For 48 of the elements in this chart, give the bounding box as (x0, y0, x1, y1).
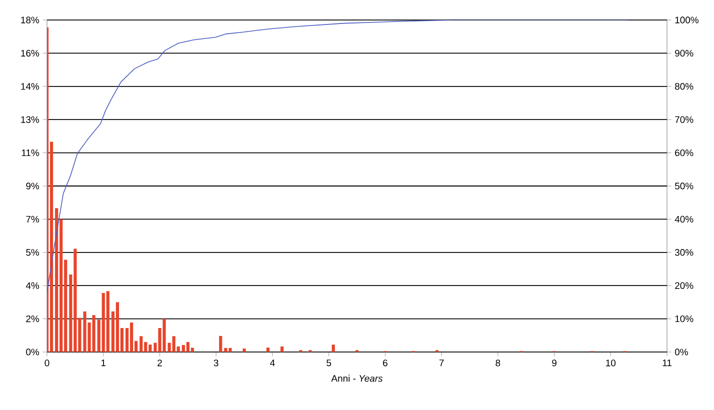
y2-tick-label: 40% (674, 216, 694, 223)
y2-tick-label: 80% (675, 83, 694, 90)
bar (106, 291, 110, 352)
y2-tick-label: 10% (675, 315, 694, 322)
y-tick-label: 2% (26, 315, 40, 322)
bar (55, 208, 58, 352)
bar (116, 302, 120, 352)
y-tick-label: 4% (26, 282, 40, 289)
bar (280, 346, 284, 352)
y2-tick-label: 100% (675, 16, 698, 24)
y2-tick-label: 60% (675, 149, 694, 156)
y-tick-label: 14% (21, 83, 40, 90)
y-tick-label: 5% (26, 249, 40, 256)
x-tick-label: 3 (214, 360, 218, 366)
bar (130, 322, 134, 352)
y2-tick-label: 0% (674, 348, 688, 356)
x-tick-label: 0 (44, 360, 50, 366)
x-tick-label: 5 (326, 360, 332, 366)
y-tick-label: 0% (26, 348, 40, 356)
y-tick-label: 18% (21, 16, 40, 24)
x-tick-label: 4 (270, 360, 275, 366)
y2-tick-label: 90% (675, 50, 694, 57)
x-tick-label: 9 (552, 360, 556, 366)
x-tick-label: 7 (439, 360, 444, 366)
bar (242, 348, 246, 352)
bar (219, 336, 222, 352)
x-axis-title: Anni - Years (331, 374, 383, 382)
x-tick-label: 8 (496, 360, 500, 366)
bar (140, 336, 143, 352)
y2-tick-label: 30% (674, 249, 694, 256)
x-tick-label: 1 (101, 360, 106, 366)
line-series (47, 20, 628, 294)
x-tick-label: 2 (158, 360, 162, 366)
bar (224, 348, 228, 352)
bar (47, 27, 49, 352)
y2-tick-label: 70% (675, 116, 694, 123)
x-tick-label: 10 (606, 360, 616, 366)
y2-tick-label: 50% (674, 182, 694, 190)
y-tick-label: 13% (21, 116, 40, 123)
y-tick-label: 7% (26, 216, 40, 223)
y-tick-label: 11% (22, 149, 40, 156)
bar (332, 344, 335, 352)
x-tick-label: 11 (662, 360, 672, 366)
y-tick-label: 9% (26, 182, 40, 190)
bar (266, 348, 270, 352)
y2-tick-label: 20% (675, 282, 694, 289)
x-tick-label: 6 (383, 360, 388, 366)
y-tick-label: 16% (21, 50, 40, 57)
